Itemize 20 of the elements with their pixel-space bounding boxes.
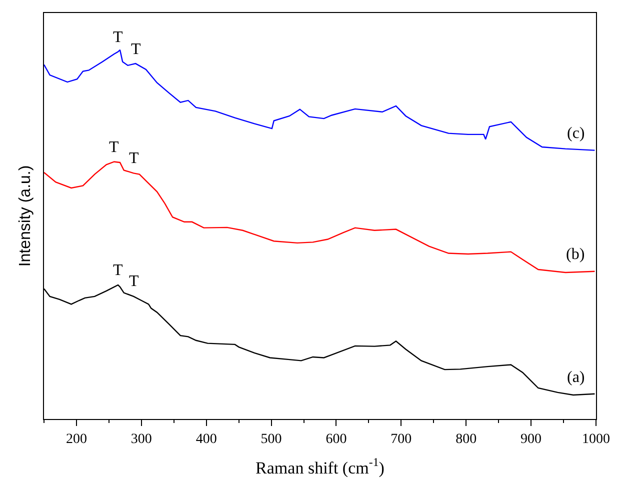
x-tick-label: 500	[260, 432, 282, 447]
x-tick-label: 200	[66, 432, 87, 447]
annotation: T	[109, 139, 119, 156]
series-label: (b)	[566, 246, 585, 263]
x-axis-title: Raman shift (cm$^{-1}$)	[256, 455, 384, 478]
annotation: T	[129, 273, 139, 290]
y-axis-title: Intensity (a.u.)	[16, 165, 34, 267]
series-label: (a)	[567, 369, 585, 386]
x-tick-label: 900	[520, 432, 542, 447]
annotation: T	[113, 262, 123, 279]
x-tick-label: 400	[196, 432, 217, 447]
x-tick-label: 800	[456, 432, 477, 447]
x-tick-label: 700	[390, 432, 412, 447]
x-tick-label: 1000	[582, 432, 610, 447]
series-label: (c)	[567, 125, 585, 142]
annotation: T	[129, 150, 139, 167]
x-tick-label: 600	[326, 432, 347, 447]
annotation: T	[131, 41, 141, 58]
annotation: T	[113, 29, 123, 46]
x-tick-label: 300	[130, 432, 152, 447]
